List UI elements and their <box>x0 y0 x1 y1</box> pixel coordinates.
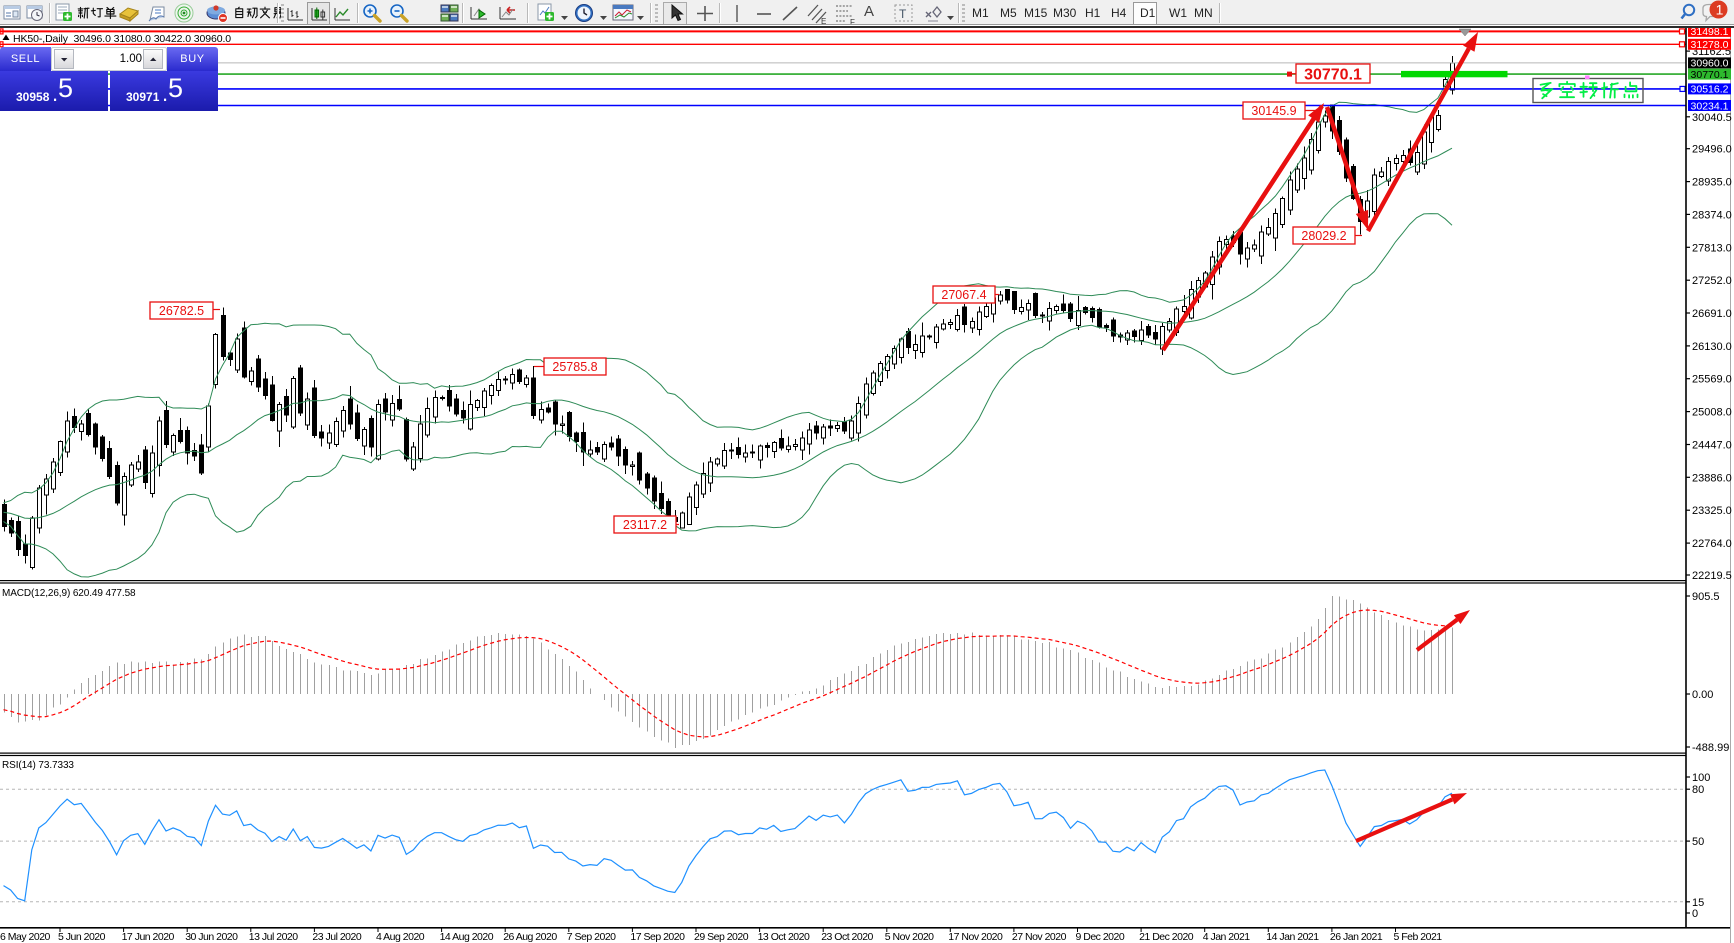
svg-text:21 Dec 2020: 21 Dec 2020 <box>1139 931 1194 943</box>
svg-text:26782.5: 26782.5 <box>159 304 204 318</box>
svg-text:29 Sep 2020: 29 Sep 2020 <box>694 931 749 943</box>
svg-text:14 Jan 2021: 14 Jan 2021 <box>1266 931 1319 943</box>
svg-text:MACD(12,26,9) 620.49 477.58: MACD(12,26,9) 620.49 477.58 <box>2 588 136 599</box>
svg-text:27813.0: 27813.0 <box>1692 242 1732 254</box>
svg-text:30770.1: 30770.1 <box>1304 66 1362 83</box>
svg-text:25785.8: 25785.8 <box>552 360 597 374</box>
svg-text:31498.1: 31498.1 <box>1691 28 1729 38</box>
svg-text:23325.0: 23325.0 <box>1692 505 1732 517</box>
svg-text:30 Jun 2020: 30 Jun 2020 <box>185 931 238 943</box>
svg-text:0: 0 <box>1692 908 1698 920</box>
svg-text:22219.5: 22219.5 <box>1692 570 1732 582</box>
svg-text:22764.0: 22764.0 <box>1692 538 1732 550</box>
svg-text:27 Nov 2020: 27 Nov 2020 <box>1012 931 1067 943</box>
svg-text:E: E <box>821 17 826 25</box>
svg-text:5 Nov 2020: 5 Nov 2020 <box>885 931 934 943</box>
svg-text:HK50-,Daily 30496.0 31080.0 3: HK50-,Daily 30496.0 31080.0 30422.0 3096… <box>13 33 231 45</box>
svg-text:5 Jun 2020: 5 Jun 2020 <box>58 931 106 943</box>
svg-text:27252.0: 27252.0 <box>1692 275 1732 287</box>
svg-text:23117.2: 23117.2 <box>623 518 667 532</box>
svg-text:26130.0: 26130.0 <box>1692 341 1732 353</box>
svg-text:T: T <box>899 7 907 21</box>
svg-text:30960.0: 30960.0 <box>1691 58 1729 70</box>
svg-text:100: 100 <box>1692 772 1710 784</box>
svg-text:25569.0: 25569.0 <box>1692 374 1732 386</box>
svg-text:F: F <box>850 18 855 25</box>
svg-text:26 Jan 2021: 26 Jan 2021 <box>1330 931 1383 943</box>
svg-text:30145.9: 30145.9 <box>1251 104 1296 118</box>
svg-text:0.00: 0.00 <box>1692 689 1713 701</box>
svg-text:4 Aug 2020: 4 Aug 2020 <box>376 931 425 943</box>
svg-text:30234.1: 30234.1 <box>1691 100 1729 112</box>
svg-text:28029.2: 28029.2 <box>1301 229 1346 243</box>
svg-text:30516.2: 30516.2 <box>1691 84 1729 96</box>
svg-text:26691.0: 26691.0 <box>1692 308 1732 320</box>
svg-text:50: 50 <box>1692 836 1704 848</box>
svg-text:15: 15 <box>1692 897 1704 909</box>
svg-text:13 Oct 2020: 13 Oct 2020 <box>758 931 810 943</box>
svg-text:17 Sep 2020: 17 Sep 2020 <box>630 931 685 943</box>
svg-text:-488.99: -488.99 <box>1692 742 1729 754</box>
svg-text:28935.0: 28935.0 <box>1692 177 1732 189</box>
svg-text:1: 1 <box>1716 1 1724 17</box>
svg-text:23 Oct 2020: 23 Oct 2020 <box>821 931 873 943</box>
svg-text:23 Jul 2020: 23 Jul 2020 <box>312 931 361 943</box>
svg-text:RSI(14) 73.7333: RSI(14) 73.7333 <box>2 760 74 771</box>
svg-text:905.5: 905.5 <box>1692 591 1720 603</box>
svg-text:7 Sep 2020: 7 Sep 2020 <box>567 931 616 943</box>
svg-text:5 Feb 2021: 5 Feb 2021 <box>1394 931 1443 943</box>
svg-text:30770.1: 30770.1 <box>1691 69 1729 81</box>
svg-text:9 Dec 2020: 9 Dec 2020 <box>1076 931 1125 943</box>
svg-text:31278.0: 31278.0 <box>1691 39 1729 51</box>
svg-text:6 May 2020: 6 May 2020 <box>0 931 51 943</box>
svg-text:25008.0: 25008.0 <box>1692 407 1732 419</box>
svg-text:24447.0: 24447.0 <box>1692 440 1732 452</box>
svg-text:4 Jan 2021: 4 Jan 2021 <box>1203 931 1251 943</box>
svg-text:14 Aug 2020: 14 Aug 2020 <box>440 931 494 943</box>
svg-text:27067.4: 27067.4 <box>941 288 986 302</box>
svg-text:17 Jun 2020: 17 Jun 2020 <box>122 931 175 943</box>
svg-text:17 Nov 2020: 17 Nov 2020 <box>948 931 1003 943</box>
svg-text:23886.0: 23886.0 <box>1692 472 1732 484</box>
svg-text:13 Jul 2020: 13 Jul 2020 <box>249 931 298 943</box>
svg-text:30040.5: 30040.5 <box>1692 112 1732 124</box>
svg-text:29496.0: 29496.0 <box>1692 144 1732 156</box>
svg-text:26 Aug 2020: 26 Aug 2020 <box>503 931 557 943</box>
svg-text:80: 80 <box>1692 784 1704 796</box>
svg-text:28374.0: 28374.0 <box>1692 209 1732 221</box>
